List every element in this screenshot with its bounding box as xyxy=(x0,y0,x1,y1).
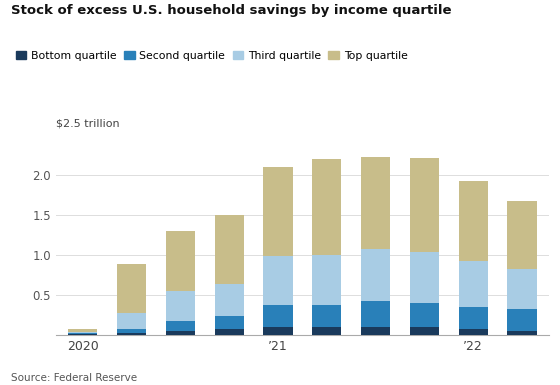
Bar xyxy=(214,215,244,284)
Bar xyxy=(410,253,439,303)
Bar xyxy=(459,328,488,335)
Bar xyxy=(166,231,195,291)
Bar xyxy=(410,327,439,335)
Bar xyxy=(166,291,195,321)
Bar xyxy=(263,167,293,256)
Bar xyxy=(459,307,488,328)
Bar xyxy=(166,321,195,331)
Bar xyxy=(507,331,536,335)
Bar xyxy=(507,269,536,309)
Text: Stock of excess U.S. household savings by income quartile: Stock of excess U.S. household savings b… xyxy=(11,4,452,17)
Bar xyxy=(410,303,439,327)
Bar xyxy=(459,261,488,307)
Bar xyxy=(410,158,439,253)
Bar xyxy=(166,331,195,335)
Bar xyxy=(68,333,97,334)
Bar xyxy=(117,313,146,328)
Bar xyxy=(361,249,390,301)
Bar xyxy=(312,305,342,327)
Bar xyxy=(361,301,390,327)
Bar xyxy=(312,255,342,305)
Bar xyxy=(68,332,97,333)
Bar xyxy=(312,327,342,335)
Bar xyxy=(214,316,244,329)
Bar xyxy=(263,305,293,327)
Bar xyxy=(361,157,390,249)
Bar xyxy=(214,284,244,316)
Bar xyxy=(214,329,244,335)
Bar xyxy=(361,327,390,335)
Bar xyxy=(117,264,146,313)
Bar xyxy=(117,333,146,335)
Text: $2.5 trillion: $2.5 trillion xyxy=(56,119,120,129)
Bar xyxy=(68,329,97,332)
Legend: Bottom quartile, Second quartile, Third quartile, Top quartile: Bottom quartile, Second quartile, Third … xyxy=(11,46,412,65)
Bar xyxy=(507,309,536,331)
Bar xyxy=(263,256,293,305)
Bar xyxy=(507,201,536,269)
Bar xyxy=(68,334,97,335)
Bar xyxy=(117,328,146,333)
Bar xyxy=(459,181,488,261)
Bar xyxy=(312,159,342,255)
Text: Source: Federal Reserve: Source: Federal Reserve xyxy=(11,373,137,383)
Bar xyxy=(263,327,293,335)
